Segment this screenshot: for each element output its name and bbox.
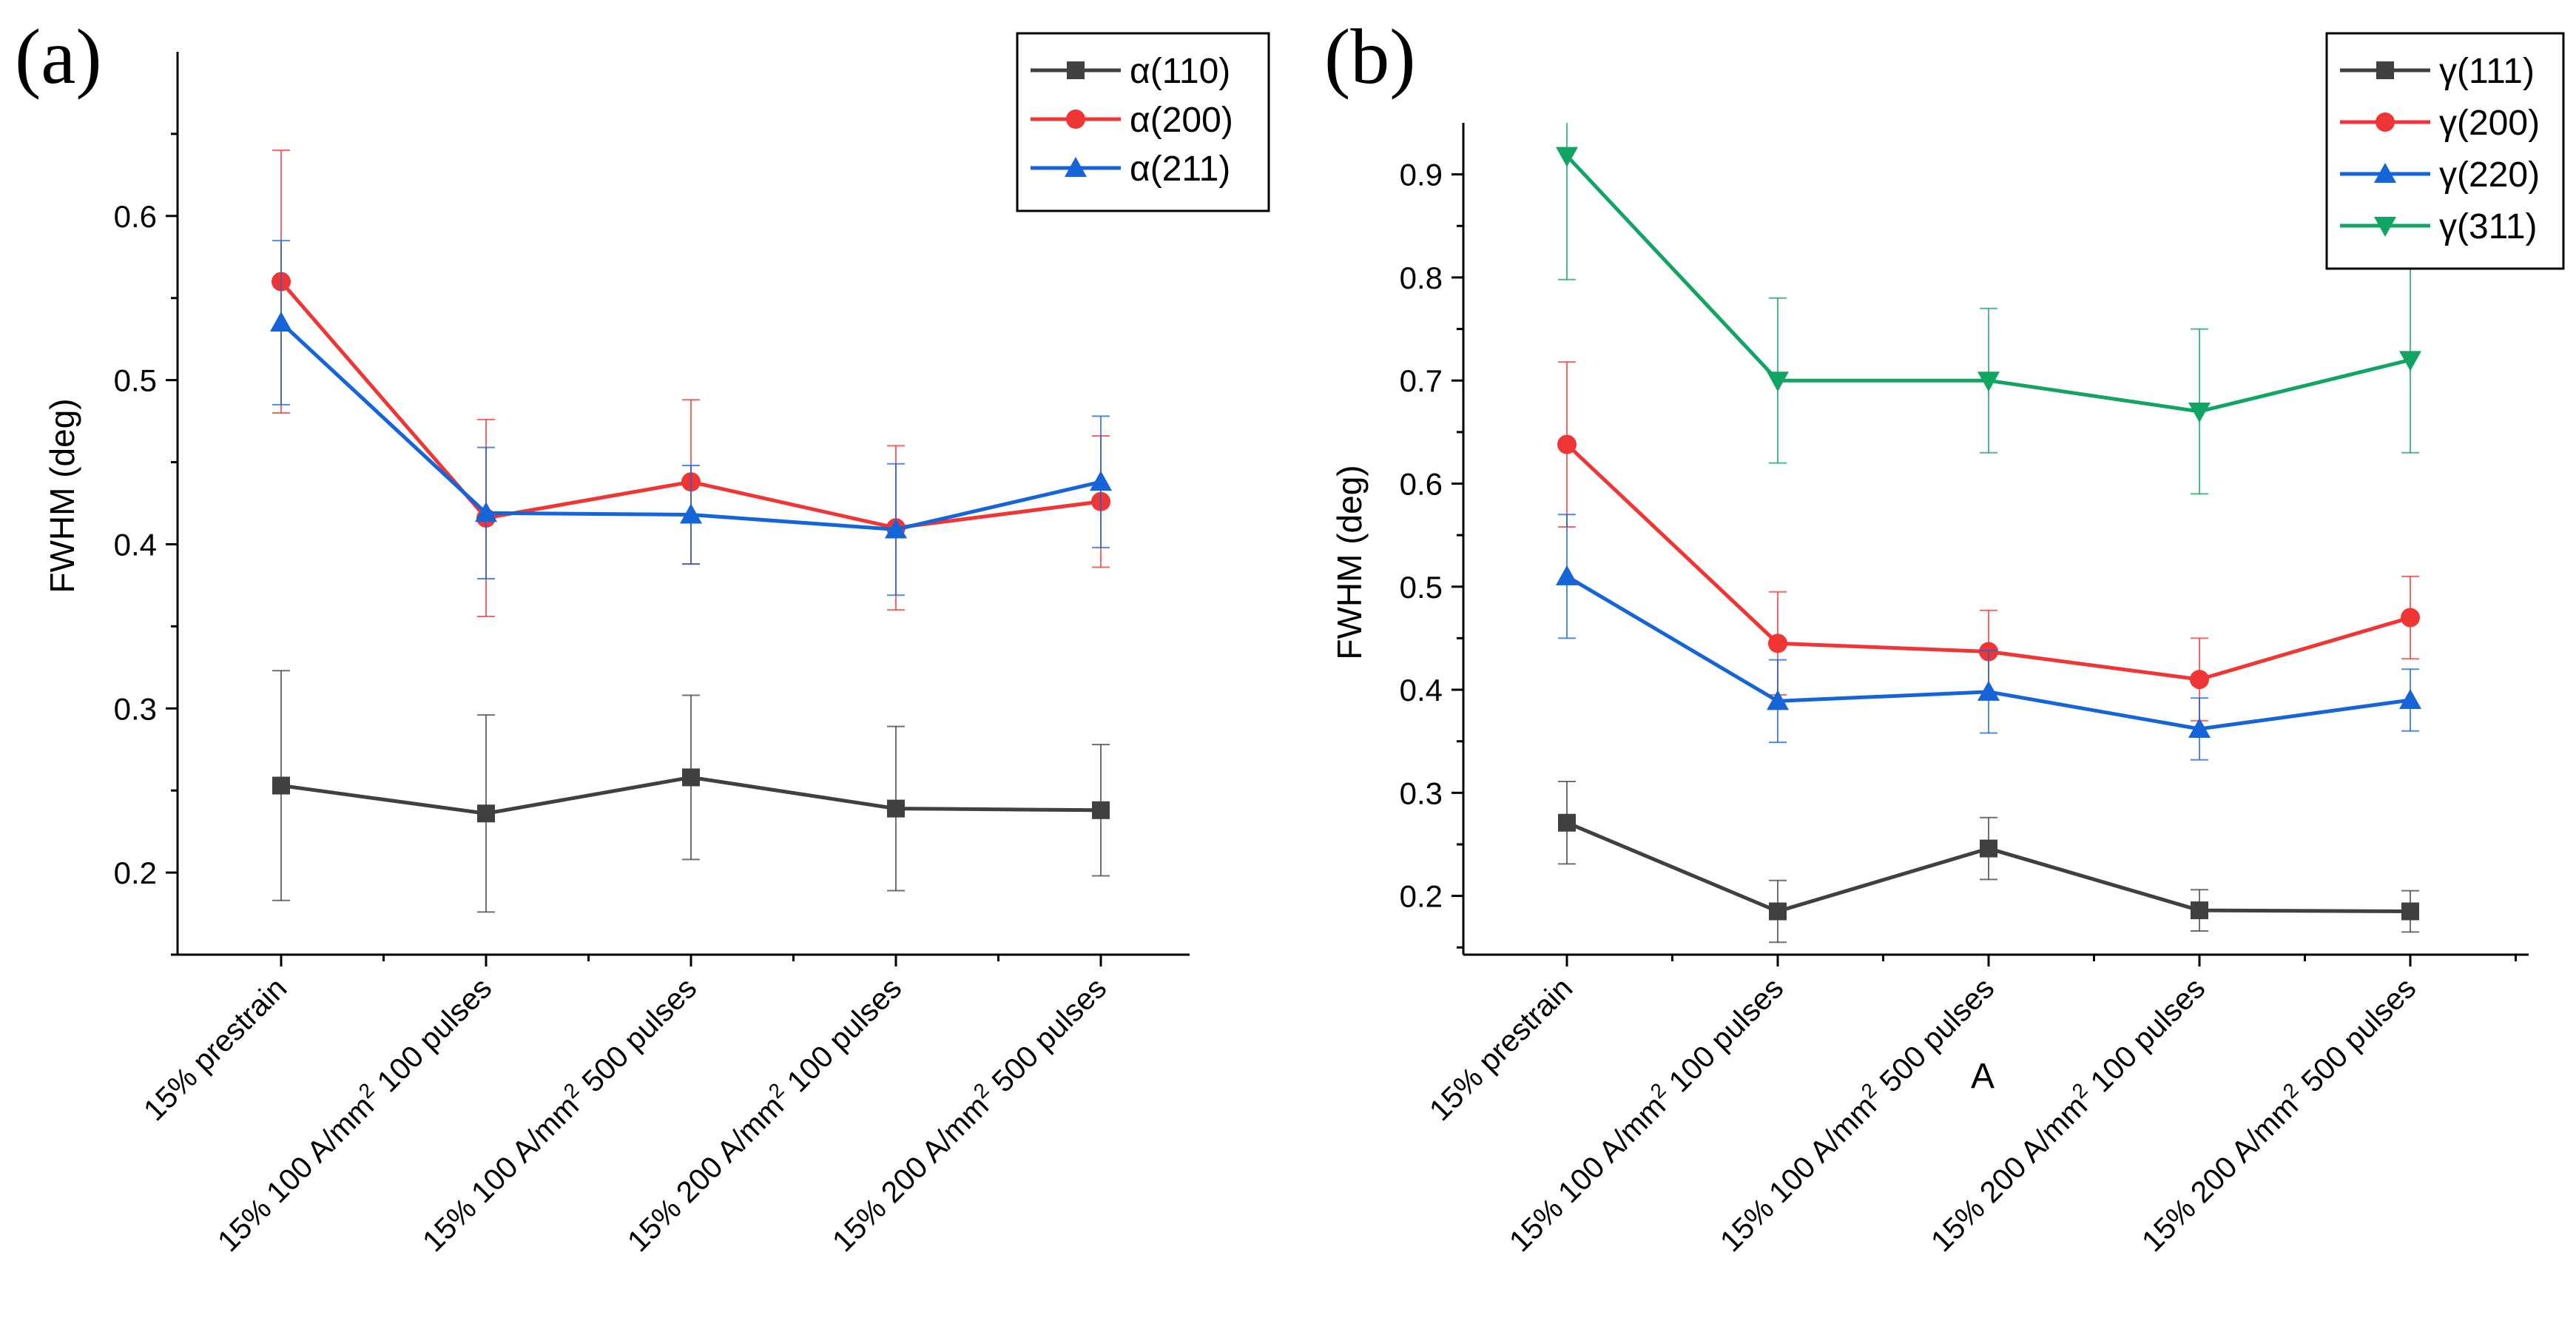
y-tick-label: 0.2 <box>1400 879 1443 914</box>
data-point <box>2190 670 2209 690</box>
data-point <box>1556 147 1578 167</box>
y-tick-label: 0.2 <box>114 855 157 890</box>
legend-marker <box>1066 110 1085 129</box>
legend-box <box>2325 32 2565 270</box>
legend-label: α(110) <box>1130 52 1230 91</box>
legend-marker <box>2374 217 2396 237</box>
legend-marker <box>2376 112 2395 132</box>
data-point <box>1558 813 1576 832</box>
data-point <box>2401 608 2420 628</box>
data-point <box>885 518 907 539</box>
data-point <box>2399 351 2421 372</box>
legend: γ(111) γ(200) γ(220) γ(311) <box>2325 32 2565 270</box>
y-tick-label: 0.3 <box>114 691 157 726</box>
y-tick-label: 0.5 <box>1400 570 1443 605</box>
panel-label: (b) <box>1324 13 1416 100</box>
legend-label: γ(111) <box>2439 52 2535 91</box>
data-point <box>272 776 290 795</box>
legend-label: γ(311) <box>2439 207 2538 246</box>
data-point <box>1768 633 1787 653</box>
series-2 <box>1556 514 2421 761</box>
series-2 <box>270 240 1112 596</box>
data-point <box>1767 690 1789 710</box>
data-point <box>1980 839 1997 858</box>
legend-marker <box>1065 157 1087 177</box>
data-point <box>2401 902 2419 921</box>
y-tick-label: 0.3 <box>1400 776 1443 810</box>
y-tick-label: 0.4 <box>1400 673 1443 707</box>
data-point <box>887 799 905 818</box>
data-point <box>1767 372 1789 392</box>
series-0 <box>1558 781 2419 944</box>
data-point <box>2188 717 2211 738</box>
series-0 <box>272 670 1110 913</box>
data-point <box>2191 901 2208 920</box>
data-point <box>2188 402 2211 423</box>
data-point <box>270 312 292 332</box>
x-axis-title: A <box>1971 1057 1995 1096</box>
data-point <box>680 503 702 524</box>
data-point <box>2399 688 2421 709</box>
y-axis-title: FWHM (deg) <box>1330 465 1369 659</box>
y-tick-label: 0.5 <box>114 363 157 398</box>
data-point <box>1769 902 1787 921</box>
data-point <box>1090 471 1112 491</box>
data-point <box>1092 801 1110 819</box>
y-tick-label: 0.8 <box>1400 260 1443 295</box>
legend-label: α(200) <box>1130 101 1233 140</box>
data-point <box>1977 680 2000 701</box>
legend: α(110) α(200) α(211) <box>1016 32 1270 212</box>
legend-marker <box>2374 163 2396 183</box>
data-point <box>477 804 495 823</box>
panel-label: (a) <box>15 13 102 100</box>
data-point <box>682 768 700 787</box>
legend-marker <box>1067 61 1085 79</box>
y-tick-label: 0.6 <box>114 199 157 234</box>
y-tick-label: 0.6 <box>1400 466 1443 501</box>
data-point <box>1977 372 2000 392</box>
data-point <box>1557 434 1577 454</box>
y-tick-label: 0.7 <box>1400 363 1443 398</box>
legend-marker <box>2376 61 2394 79</box>
legend-label: γ(220) <box>2439 155 2540 195</box>
data-point <box>475 502 497 522</box>
y-tick-label: 0.4 <box>114 527 157 562</box>
y-tick-label: 0.9 <box>1400 158 1443 192</box>
y-axis-title: FWHM (deg) <box>43 398 81 593</box>
legend-label: α(211) <box>1130 149 1230 189</box>
legend-label: γ(200) <box>2439 104 2540 143</box>
data-point <box>1556 565 1578 585</box>
series-3 <box>1556 123 2421 495</box>
legend-box <box>1016 32 1270 212</box>
